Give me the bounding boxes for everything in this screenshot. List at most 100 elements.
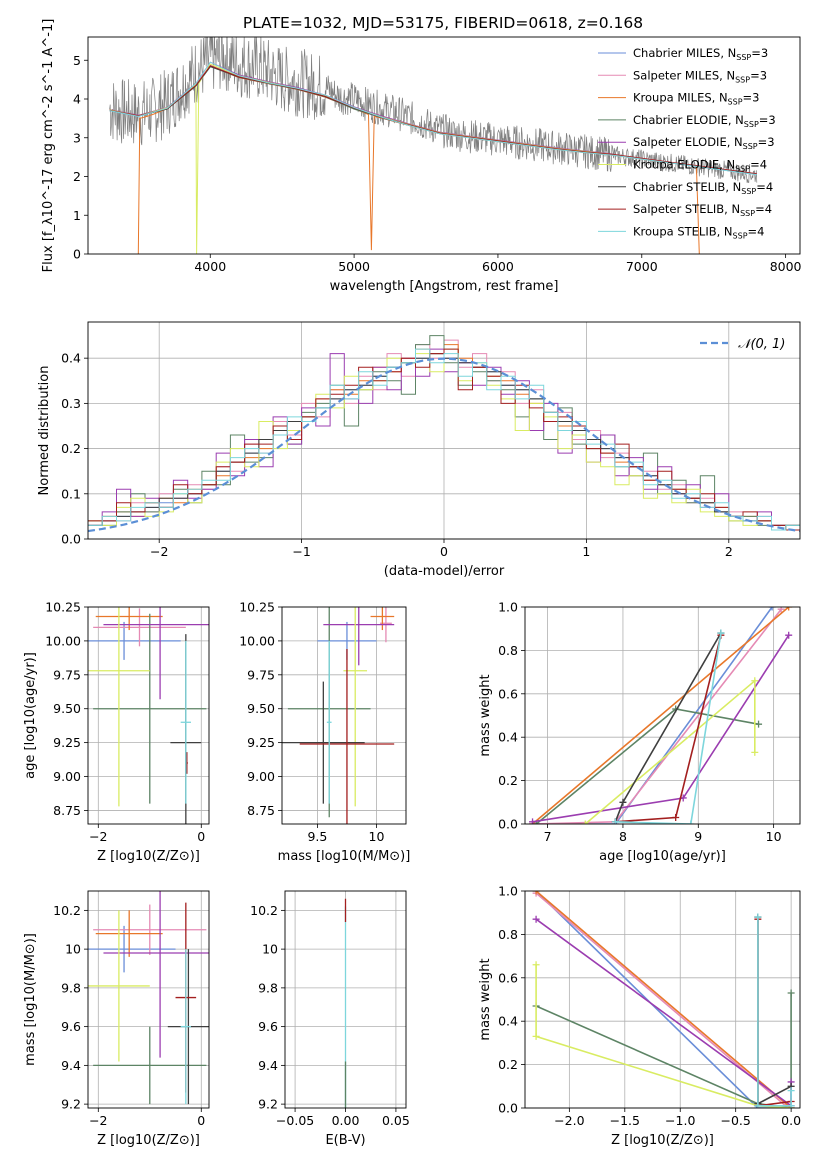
weight-marker xyxy=(768,607,776,611)
weight-line-chabrier-miles xyxy=(535,891,792,1108)
weight-line-kroupa-miles xyxy=(531,607,790,824)
weight-marker xyxy=(687,820,695,824)
y-tick-label: 4 xyxy=(73,92,81,107)
x-tick-label: 5000 xyxy=(338,259,370,274)
x-tick-label: 8000 xyxy=(770,259,802,274)
y-axis-label: age [log10(age/yr)] xyxy=(23,652,38,779)
x-tick-label: 0 xyxy=(440,544,448,559)
y-tick-label: 10 xyxy=(262,942,278,957)
y-tick-label: 0.4 xyxy=(61,351,81,366)
y-tick-label: 1 xyxy=(73,208,81,223)
y-tick-label: 0.6 xyxy=(498,686,518,701)
error-cross-salpeter-miles xyxy=(93,904,207,955)
weight-marker xyxy=(672,813,680,821)
axes-frame xyxy=(87,321,801,540)
spectrum-legend: Chabrier MILES, NSSP=3 Salpeter MILES, NS… xyxy=(598,46,776,240)
y-tick-label: 0.8 xyxy=(498,643,518,658)
y-tick-label: 0.1 xyxy=(61,486,81,501)
weight-marker xyxy=(532,1032,540,1040)
model-spectrum-kroupa-stelib xyxy=(109,61,757,176)
weight-marker xyxy=(529,818,537,824)
y-tick-label: 10.25 xyxy=(239,600,275,615)
y-tick-label: 9.00 xyxy=(247,769,275,784)
error-cross-kroupa-stelib xyxy=(326,640,332,804)
y-tick-label: 9.00 xyxy=(53,769,81,784)
x-tick-label: 2 xyxy=(725,544,733,559)
x-tick-label: 0.0 xyxy=(781,1113,801,1128)
y-tick-label: 10.00 xyxy=(45,633,81,648)
y-tick-label: 0.2 xyxy=(498,773,518,788)
y-axis-label: mass [log10(M/M⊙)] xyxy=(23,933,38,1066)
x-tick-label: 0.00 xyxy=(332,1113,360,1128)
y-tick-label: 10.25 xyxy=(45,600,81,615)
weight-marker xyxy=(751,748,759,756)
x-tick-label: −2 xyxy=(89,1113,107,1128)
legend-label: Chabrier STELIB, NSSP=4 xyxy=(633,180,773,196)
error-cross-salpeter-elodie xyxy=(103,607,209,700)
axes-frame xyxy=(87,606,210,825)
age_vs_mass-plot-area xyxy=(282,607,395,824)
weight-marker xyxy=(787,989,795,997)
x-tick-label: 6000 xyxy=(482,259,514,274)
y-tick-label: 1.0 xyxy=(498,884,518,899)
mass_weight_vs_age-axes: 7 8 9 10 0.0 0.2 0.4 0.6 0.8 1.0 age [log10(age/yr… xyxy=(478,600,801,864)
y-tick-label: 9.2 xyxy=(258,1097,278,1112)
weight-marker xyxy=(787,1087,795,1095)
x-tick-label: 4000 xyxy=(194,259,226,274)
error-cross-chabrier-elodie xyxy=(93,1026,207,1105)
error-cross-kroupa-elodie xyxy=(88,607,150,807)
histogram-salpeter-stelib xyxy=(88,348,800,531)
x-tick-label: 0 xyxy=(197,1113,205,1128)
y-tick-label: 10 xyxy=(65,942,81,957)
axes-frame xyxy=(524,890,801,1109)
y-tick-label: 10.2 xyxy=(53,903,81,918)
weight-marker xyxy=(777,607,785,613)
figure-title: PLATE=1032, MJD=53175, FIBERID=0618, z=0… xyxy=(243,14,643,32)
mass_vs_Z-axes: −2 0 9.2 9.4 9.6 9.8 10 10.2 Z [log10(Z/Z⊙)] mass… xyxy=(23,890,210,1148)
x-axis-label: mass [log10(M/M⊙)] xyxy=(278,849,411,864)
y-tick-label: 0 xyxy=(73,247,81,262)
error-cross-salpeter-elodie xyxy=(103,891,209,1058)
x-tick-label: 9.5 xyxy=(307,829,327,844)
weight-marker xyxy=(785,631,793,639)
y-tick-label: 9.75 xyxy=(53,667,81,682)
y-tick-label: 9.25 xyxy=(247,735,275,750)
y-tick-label: 0.8 xyxy=(498,927,518,942)
y-tick-label: 9.50 xyxy=(247,701,275,716)
weight-marker xyxy=(754,1102,762,1108)
error-cross-kroupa-miles xyxy=(95,607,163,631)
mass_vs_ebv-axes: −0.05 0.00 0.05 9.2 9.4 9.6 9.8 10 10.2 E(B-V) xyxy=(250,890,410,1148)
x-tick-label: −1 xyxy=(292,544,310,559)
weight-marker xyxy=(717,629,725,637)
weight-marker xyxy=(532,915,540,923)
x-axis-label: Z [log10(Z/Z⊙)] xyxy=(611,1133,714,1148)
legend-label: Kroupa ELODIE, NSSP=4 xyxy=(633,158,767,174)
y-tick-label: 9.6 xyxy=(61,1019,81,1034)
age_vs_Z-axes: −2 0 8.75 9.00 9.25 9.50 9.75 10.00 10.25 Z [log1… xyxy=(23,600,210,864)
x-tick-label: −2.0 xyxy=(554,1113,584,1128)
y-tick-label: 9.25 xyxy=(53,735,81,750)
y-tick-label: 0.2 xyxy=(61,441,81,456)
y-tick-label: 3 xyxy=(73,130,81,145)
x-axis-label: E(B-V) xyxy=(325,1133,365,1148)
y-tick-label: 0.2 xyxy=(498,1057,518,1072)
weight-line-kroupa-elodie xyxy=(535,964,792,1108)
y-tick-label: 0.4 xyxy=(498,730,518,745)
legend-label: Chabrier MILES, NSSP=3 xyxy=(633,46,768,62)
y-tick-label: 9.2 xyxy=(61,1097,81,1112)
x-tick-label: 7000 xyxy=(626,259,658,274)
legend-label: Salpeter ELODIE, NSSP=3 xyxy=(633,135,775,151)
y-tick-label: 9.6 xyxy=(258,1019,278,1034)
residuals-plot-area xyxy=(88,335,800,533)
x-tick-label: 9 xyxy=(694,829,702,844)
error-cross-salpeter-stelib xyxy=(299,649,395,824)
axes-frame xyxy=(524,606,801,825)
x-axis-label: Z [log10(Z/Z⊙)] xyxy=(97,1133,200,1148)
x-tick-label: −0.5 xyxy=(721,1113,751,1128)
x-axis-label: wavelength [Angstrom, rest frame] xyxy=(330,279,559,294)
model-spectrum-salpeter-stelib xyxy=(109,65,757,175)
spectrum-plot-area xyxy=(109,37,758,254)
weight-marker xyxy=(754,913,762,921)
